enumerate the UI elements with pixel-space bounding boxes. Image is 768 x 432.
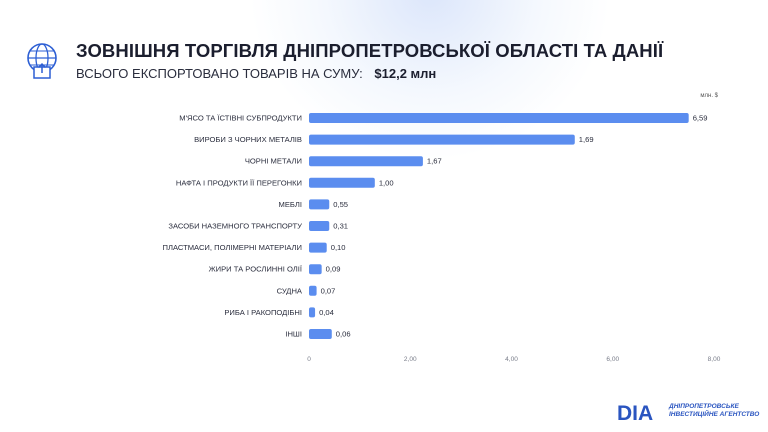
value-label: 0,09 [326, 265, 341, 274]
value-label: 1,00 [379, 178, 394, 187]
category-label: ЖИРИ ТА РОСЛИННІ ОЛІЇ [209, 265, 303, 274]
x-tick-label: 4,00 [505, 356, 518, 363]
category-label: РИБА І РАКОПОДІБНІ [224, 308, 302, 317]
category-label: ПЛАСТМАСИ, ПОЛІМЕРНІ МАТЕРІАЛИ [163, 243, 302, 252]
dia-logo: DIA ДНІПРОПЕТРОВСЬКЕ ІНВЕСТИЦІЙНЕ АГЕНТС… [617, 400, 759, 424]
subtitle-text: ВСЬОГО ЕКСПОРТОВАНО ТОВАРІВ НА СУМУ: [76, 66, 363, 81]
x-tick-label: 0 [307, 356, 311, 363]
category-label: М'ЯСО ТА ЇСТІВНІ СУБПРОДУКТИ [179, 114, 302, 123]
total-amount: $12,2 млн [374, 66, 437, 81]
bar [309, 177, 375, 188]
bar [309, 134, 575, 145]
logo-text: ДНІПРОПЕТРОВСЬКЕ ІНВЕСТИЦІЙНЕ АГЕНТСТВО [669, 403, 759, 419]
value-label: 0,06 [336, 330, 351, 339]
bar [309, 221, 330, 231]
value-label: 6,59 [693, 114, 708, 123]
x-tick-label: 6,00 [606, 356, 619, 363]
bar [309, 307, 316, 318]
dia-logo-mark: DIA [617, 402, 653, 424]
value-label: 1,67 [427, 157, 442, 166]
svg-text:DIA: DIA [617, 402, 653, 424]
category-label: ІНШІ [285, 330, 302, 339]
category-label: НАФТА І ПРОДУКТИ ЇЇ ПЕРЕГОНКИ [176, 178, 302, 187]
bar [309, 329, 332, 339]
category-label: ЗАСОБИ НАЗЕМНОГО ТРАНСПОРТУ [168, 222, 302, 231]
globe-export-icon [27, 43, 57, 79]
value-label: 0,07 [321, 286, 336, 295]
bar [309, 156, 423, 167]
x-tick-label: 8,00 [708, 356, 721, 363]
bar [309, 285, 317, 296]
x-tick-label: 2,00 [404, 356, 417, 363]
category-label: ВИРОБИ З ЧОРНИХ МЕТАЛІВ [194, 135, 302, 144]
bar [309, 199, 330, 210]
category-label: МЕБЛІ [279, 200, 302, 209]
logo-line-2: ІНВЕСТИЦІЙНЕ АГЕНТСТВО [669, 411, 760, 418]
bar [309, 113, 689, 123]
bar [309, 264, 322, 275]
value-label: 0,55 [333, 200, 348, 209]
value-label: 0,04 [319, 308, 334, 317]
category-label: СУДНА [277, 286, 303, 295]
value-label: 0,31 [333, 222, 348, 231]
page-title: ЗОВНІШНЯ ТОРГІВЛЯ ДНІПРОПЕТРОВСЬКОЇ ОБЛА… [76, 40, 664, 61]
unit-label: млн. $ [700, 93, 718, 99]
bar [309, 242, 327, 253]
page-subtitle: ВСЬОГО ЕКСПОРТОВАНО ТОВАРІВ НА СУМУ: $12… [76, 66, 436, 81]
logo-line-1: ДНІПРОПЕТРОВСЬКЕ [669, 403, 739, 410]
category-label: ЧОРНІ МЕТАЛИ [245, 157, 302, 166]
value-label: 0,10 [331, 243, 346, 252]
value-label: 1,69 [579, 135, 594, 144]
